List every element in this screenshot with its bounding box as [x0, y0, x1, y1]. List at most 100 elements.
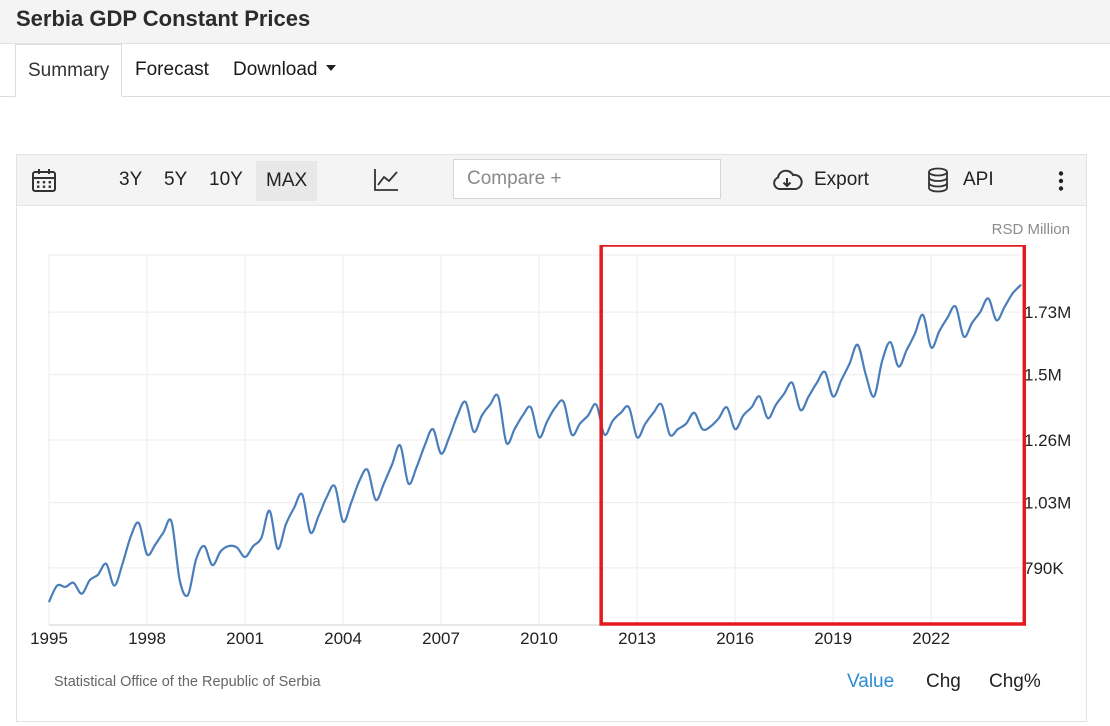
series-line	[48, 284, 1022, 603]
data-point	[718, 417, 720, 419]
data-point	[930, 346, 932, 349]
data-point	[693, 412, 695, 414]
database-icon[interactable]	[927, 167, 949, 193]
data-point	[652, 412, 655, 414]
data-point	[726, 406, 728, 408]
api-button[interactable]: API	[963, 169, 994, 190]
mode-chg-button[interactable]: Chg	[926, 671, 961, 692]
data-point	[505, 442, 507, 444]
data-point	[154, 544, 156, 546]
data-point	[669, 434, 671, 436]
data-point	[767, 417, 769, 419]
unit-label: RSD Million	[991, 221, 1070, 238]
data-point	[146, 553, 148, 555]
data-point	[416, 466, 418, 468]
cloud-download-icon[interactable]	[771, 169, 803, 193]
x-tick-label: 1998	[128, 629, 166, 648]
tab-bar: Summary Forecast Download	[0, 44, 1110, 97]
data-point	[955, 306, 957, 308]
data-point	[979, 311, 981, 313]
data-point	[791, 382, 793, 384]
more-options-icon[interactable]	[1057, 170, 1065, 192]
data-point	[481, 414, 483, 417]
line-chart-icon[interactable]	[373, 167, 399, 193]
export-button[interactable]: Export	[814, 169, 869, 190]
data-point	[407, 482, 409, 485]
chart-toolbar: 3Y 5Y 10Y MAX Export API	[17, 155, 1086, 206]
data-point	[546, 420, 548, 422]
data-point	[1004, 306, 1006, 308]
data-point	[571, 434, 573, 436]
data-point	[187, 594, 189, 596]
y-tick-label: 1.5M	[1024, 366, 1062, 385]
data-point	[995, 319, 998, 321]
x-tick-label: 2016	[716, 629, 754, 648]
chart-panel: 3Y 5Y 10Y MAX Export API RSD Million 199…	[16, 154, 1087, 722]
calendar-icon[interactable]	[31, 168, 57, 194]
data-point	[317, 515, 320, 517]
data-point	[326, 496, 328, 498]
data-point	[170, 521, 173, 523]
data-point	[489, 404, 491, 406]
data-point	[399, 444, 401, 446]
y-tick-label: 1.26M	[1024, 431, 1071, 450]
data-point	[48, 601, 50, 603]
range-3y-button[interactable]: 3Y	[119, 169, 143, 190]
data-point	[64, 586, 66, 588]
data-point	[848, 363, 851, 365]
x-tick-label: 2019	[814, 629, 852, 648]
data-point	[612, 420, 614, 422]
data-point	[620, 412, 622, 414]
data-point	[358, 480, 360, 482]
data-point	[922, 314, 924, 316]
data-point	[661, 404, 663, 406]
data-point	[383, 482, 385, 485]
mode-chg-pct-button[interactable]: Chg%	[989, 671, 1041, 692]
data-point	[138, 522, 140, 524]
data-point	[89, 579, 91, 581]
data-point	[808, 395, 810, 398]
x-tick-label: 2004	[324, 629, 362, 648]
data-point	[775, 404, 777, 406]
data-point	[244, 556, 246, 558]
compare-input[interactable]	[453, 159, 721, 199]
data-point	[268, 510, 271, 512]
page-header: Serbia GDP Constant Prices	[0, 0, 1110, 44]
data-point	[677, 428, 679, 430]
data-point	[342, 521, 344, 523]
data-point	[881, 360, 883, 362]
data-point	[563, 401, 565, 403]
y-tick-label: 790K	[1024, 559, 1064, 578]
data-point	[432, 428, 434, 430]
x-tick-label: 2007	[422, 629, 460, 648]
data-point	[113, 585, 115, 587]
data-point	[309, 531, 311, 534]
data-point	[440, 453, 442, 455]
data-point	[799, 409, 802, 411]
data-point	[603, 434, 606, 436]
data-point	[750, 406, 753, 408]
mode-value-button[interactable]: Value	[847, 671, 895, 692]
data-point	[832, 395, 834, 398]
range-5y-button[interactable]: 5Y	[164, 169, 188, 190]
data-point	[219, 550, 222, 553]
data-point	[121, 563, 124, 565]
tab-download[interactable]: Download	[233, 44, 336, 96]
data-point	[162, 531, 164, 534]
data-point	[538, 436, 540, 438]
data-point	[211, 564, 213, 566]
data-point	[946, 317, 949, 319]
range-max-button[interactable]: MAX	[256, 161, 318, 201]
range-10y-button[interactable]: 10Y	[209, 169, 243, 190]
y-tick-label: 1.03M	[1024, 494, 1071, 513]
x-tick-label: 2022	[912, 629, 950, 648]
data-point	[742, 414, 744, 417]
data-point	[195, 559, 197, 561]
data-point	[628, 406, 630, 408]
data-point	[497, 395, 499, 398]
tab-summary[interactable]: Summary	[15, 44, 123, 97]
tab-forecast[interactable]: Forecast	[135, 44, 209, 96]
tab-download-label: Download	[233, 59, 318, 80]
data-point	[301, 493, 303, 495]
x-tick-label: 1995	[30, 629, 68, 648]
